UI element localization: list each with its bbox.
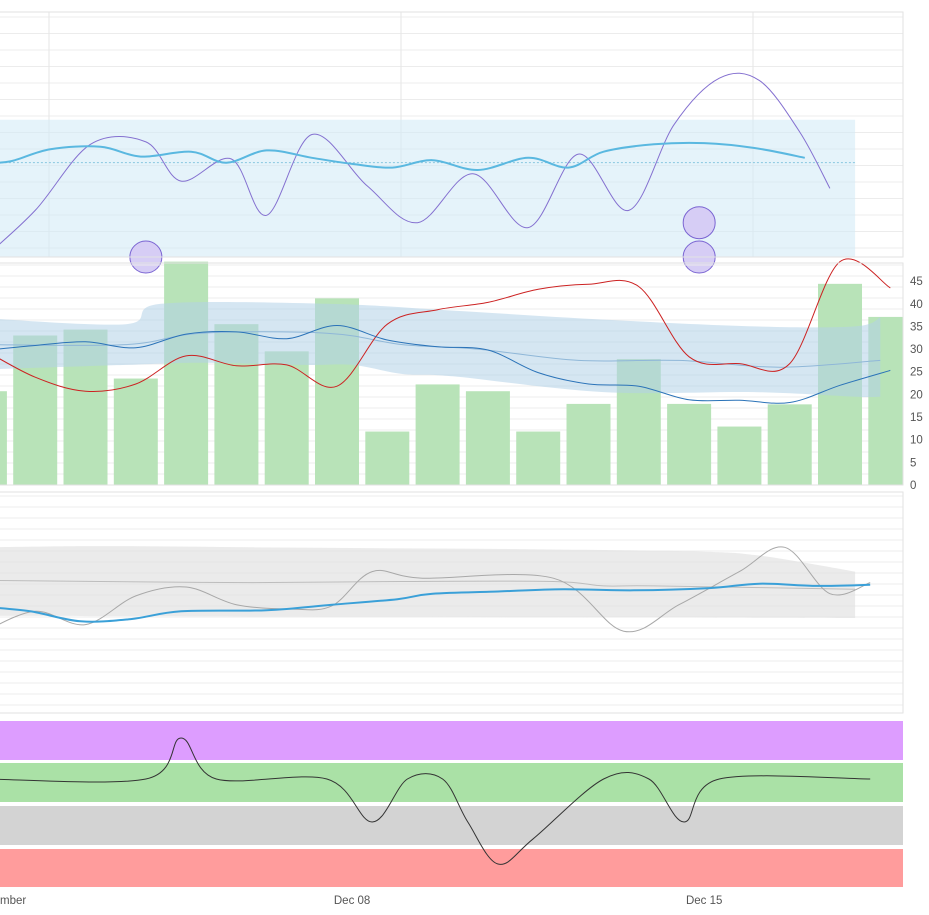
top-panel-frame: [0, 11, 904, 258]
band-area: [0, 301, 881, 398]
x-tick-label: Dec 08: [334, 895, 370, 907]
bar: [516, 431, 561, 485]
x-tick-label: Dec 15: [686, 895, 722, 907]
bar: [465, 391, 510, 485]
event-marker: [682, 206, 716, 240]
lower-panel: [0, 491, 904, 714]
state-panel: [0, 721, 903, 887]
state-band-2: [0, 763, 903, 802]
bar: [717, 426, 762, 485]
y-tick-label: 5: [910, 457, 916, 469]
bar: [667, 403, 712, 485]
top-panel: [0, 11, 904, 274]
y-tick-label: 10: [910, 435, 923, 447]
y-tick-label: 45: [910, 276, 923, 288]
y-tick-label: 25: [910, 367, 923, 379]
band-area: [0, 119, 856, 258]
y-tick-label: 30: [910, 344, 923, 356]
average-series-line: [0, 141, 805, 172]
x-tick-label: mber: [0, 895, 26, 907]
bar-panel-frame: [0, 262, 904, 486]
y-tick-label: 35: [910, 321, 923, 333]
blue-series-line: [0, 324, 891, 404]
curve-series-line: [0, 72, 831, 245]
state-band-3: [0, 806, 903, 845]
bar-panel: 0 5 10 15 20 25 30 35 40 45: [0, 258, 923, 492]
y-tick-label: 0: [910, 480, 916, 492]
bar: [113, 378, 158, 485]
y-tick-label: 20: [910, 389, 923, 401]
state-band-1: [0, 721, 903, 760]
state-band-4: [0, 849, 903, 887]
bar: [415, 384, 460, 485]
blue-series-line: [0, 582, 871, 623]
y-tick-label: 15: [910, 412, 923, 424]
state-series-line: [0, 737, 871, 865]
x-axis: mber Dec 08 Dec 15: [0, 895, 722, 907]
bar: [164, 261, 209, 485]
red-series-line: [0, 258, 891, 392]
lower-panel-frame: [0, 491, 904, 714]
bar: [264, 351, 309, 485]
bar: [365, 431, 410, 485]
gray-series-line: [0, 546, 871, 633]
band-area: [0, 546, 856, 618]
bar: [566, 403, 611, 485]
bar: [767, 404, 812, 485]
y-tick-label: 40: [910, 299, 923, 311]
bar: [0, 391, 7, 485]
average-series-line: [0, 580, 856, 590]
